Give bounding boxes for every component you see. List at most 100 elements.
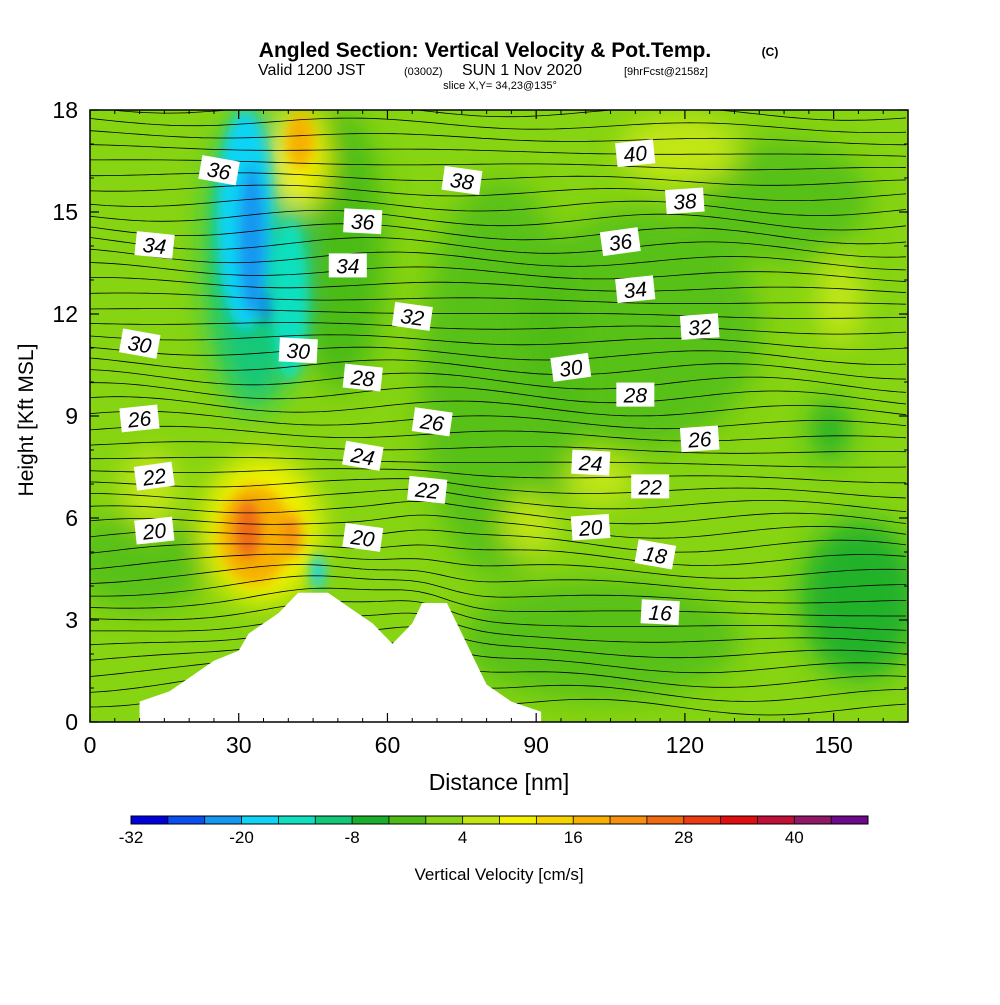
theta-label-text: 28 (349, 366, 376, 391)
velocity-core (286, 112, 314, 168)
theta-contour (90, 144, 907, 157)
velocity-core (234, 500, 262, 560)
theta-contour (90, 292, 907, 305)
theta-label: 34 (615, 275, 656, 304)
theta-label-text: 30 (286, 340, 311, 364)
theta-contour (90, 500, 907, 525)
theta-label-box (343, 208, 383, 235)
velocity-blob (800, 520, 908, 680)
theta-label-text: 16 (648, 602, 673, 626)
velocity-core (238, 165, 266, 315)
theta-label: 30 (118, 328, 161, 359)
theta-contour (90, 587, 906, 617)
theta-label: 32 (391, 301, 433, 331)
theta-label: 32 (679, 313, 720, 340)
theta-label-box (328, 253, 367, 278)
theta-label-text: 18 (642, 543, 669, 570)
theta-contour (90, 612, 907, 644)
theta-label: 36 (198, 155, 240, 186)
valid-time-utc: (0300Z) (404, 66, 443, 78)
theta-label-box (134, 516, 175, 545)
theta-label-text: 30 (126, 332, 153, 359)
theta-label: 20 (342, 522, 384, 552)
theta-label-text: 28 (623, 385, 648, 408)
theta-contour (90, 197, 907, 216)
colorbar-swatch (462, 816, 500, 824)
theta-contour (90, 277, 907, 293)
velocity-core (262, 292, 270, 324)
theta-label-text: 34 (623, 278, 649, 303)
theta-contour (90, 478, 907, 499)
theta-label: 38 (665, 187, 705, 215)
theta-label: 28 (342, 363, 383, 392)
theta-label-text: 22 (638, 476, 663, 499)
theta-contour (90, 396, 907, 417)
theta-contour (90, 468, 906, 484)
theta-label: 30 (550, 352, 592, 382)
theta-label-text: 32 (399, 305, 426, 331)
colorbar-tick-label: -32 (119, 828, 144, 847)
theta-contour (90, 308, 907, 319)
theta-label: 24 (571, 449, 611, 476)
theta-contour (90, 626, 907, 659)
velocity-blob (812, 400, 848, 460)
y-tick-label: 18 (52, 97, 78, 123)
y-tick-label: 3 (65, 607, 78, 633)
theta-contour (90, 130, 907, 146)
theta-label: 28 (616, 382, 655, 408)
theta-label-box (679, 313, 720, 340)
colorbar-swatch (646, 816, 685, 824)
theta-label-box (615, 275, 656, 304)
theta-contour (90, 334, 907, 350)
colorbar-swatch (167, 816, 206, 824)
x-axis-label: Distance [nm] (429, 769, 570, 795)
theta-label: 22 (631, 474, 670, 499)
theta-label: 26 (679, 425, 720, 453)
colorbar-swatch (131, 816, 169, 824)
theta-label-box (133, 461, 175, 491)
theta-label-box (640, 599, 680, 626)
x-tick-label: 120 (666, 732, 704, 758)
theta-contour (90, 237, 907, 258)
theta-label-box (615, 139, 656, 168)
vertical-velocity-field (90, 110, 908, 700)
theta-label-text: 26 (418, 410, 446, 436)
colorbar-swatch (536, 816, 574, 824)
theta-label-box (599, 227, 641, 257)
theta-label-box (411, 407, 453, 437)
theta-label-box (278, 337, 318, 364)
colorbar-swatch (573, 816, 611, 824)
theta-label-box (631, 474, 670, 499)
theta-label-text: 38 (672, 190, 697, 215)
theta-label-text: 20 (577, 516, 603, 541)
colorbar-swatch (241, 816, 279, 824)
x-tick-label: 150 (814, 732, 852, 758)
theta-contour-labels: 40 38 38 36 36 36 34 34 34 32 32 30 30 30 28 28 26 26 26 24… (118, 139, 720, 626)
theta-label-text: 36 (350, 211, 375, 235)
theta-contour (90, 322, 907, 335)
theta-label: 18 (634, 539, 677, 570)
velocity-core (311, 554, 325, 590)
theta-label-text: 26 (126, 407, 153, 432)
theta-label: 36 (343, 208, 383, 235)
theta-contour (90, 488, 907, 512)
theta-label-box (198, 155, 240, 186)
valid-time-prefix: Valid 1200 JST (258, 62, 366, 79)
colorbar-swatch (425, 816, 464, 824)
theta-label: 26 (119, 404, 160, 433)
theta-label-box (391, 301, 433, 331)
theta-contour (90, 514, 907, 539)
y-axis-label: Height [Kft MSL] (15, 344, 38, 497)
velocity-blob (90, 510, 210, 610)
theta-contour (90, 346, 907, 365)
y-tick-label: 0 (65, 709, 78, 735)
x-tick-label: 30 (226, 732, 252, 758)
colorbar-swatch (720, 816, 758, 824)
colorbar-tick-label: 40 (785, 828, 804, 847)
theta-label-box (118, 328, 161, 359)
theta-contour (90, 543, 907, 566)
theta-label-text: 38 (449, 169, 476, 195)
